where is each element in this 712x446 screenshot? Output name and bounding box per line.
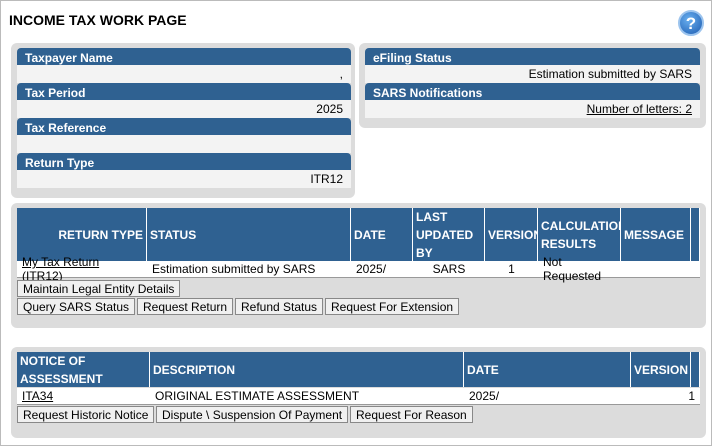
action-button[interactable]: Dispute \ Suspension Of Payment	[156, 406, 349, 423]
field-label: SARS Notifications	[365, 83, 700, 100]
table-cell: 2025/	[464, 388, 631, 405]
column-header: LAST UPDATED BY	[413, 208, 485, 261]
field-label: Taxpayer Name	[17, 48, 351, 65]
action-button[interactable]: Request Return	[137, 298, 234, 315]
table-cell: Not Requested	[538, 255, 621, 283]
action-button[interactable]: Request Historic Notice	[17, 406, 155, 423]
notifications-link[interactable]: Number of letters: 2	[586, 102, 692, 116]
table-cell	[621, 261, 700, 278]
help-icon[interactable]: ?	[678, 10, 704, 36]
table-cell: 2025/	[351, 261, 413, 278]
field-value: ,	[17, 65, 351, 83]
field-label: Return Type	[17, 153, 351, 170]
field-value: Estimation submitted by SARS	[365, 65, 700, 83]
action-button[interactable]: Request For Extension	[325, 298, 460, 315]
table-cell: 1	[631, 388, 700, 405]
column-header: NOTICE OF ASSESSMENT	[17, 352, 150, 387]
column-header: STATUS	[147, 208, 351, 261]
column-header: DATE	[464, 352, 631, 387]
column-header: RETURN TYPE	[17, 208, 147, 261]
row-link[interactable]: My Tax Return (ITR12)	[22, 255, 100, 283]
table-cell: 1	[485, 261, 538, 278]
column-header: DESCRIPTION	[150, 352, 464, 387]
field-label: eFiling Status	[365, 48, 700, 65]
table-cell: ITA34	[17, 388, 150, 405]
header-end	[691, 208, 700, 261]
column-header: DATE	[351, 208, 413, 261]
table-cell: My Tax Return (ITR12)	[17, 255, 147, 283]
field-label: Tax Period	[17, 83, 351, 100]
table-cell: Estimation submitted by SARS	[147, 261, 351, 278]
column-header: MESSAGE	[621, 208, 691, 261]
row-link[interactable]: ITA34	[22, 389, 54, 403]
action-button[interactable]: Request For Reason	[350, 406, 473, 423]
column-header: VERSION	[631, 352, 691, 387]
header-end	[691, 352, 700, 387]
field-value: Number of letters: 2	[365, 100, 700, 118]
page-title: INCOME TAX WORK PAGE	[9, 12, 187, 28]
action-button[interactable]: Refund Status	[235, 298, 324, 315]
field-value: ITR12	[17, 170, 351, 188]
action-button[interactable]: Maintain Legal Entity Details	[17, 280, 181, 297]
field-value	[17, 135, 351, 153]
field-label: Tax Reference	[17, 118, 351, 135]
field-value: 2025	[17, 100, 351, 118]
column-header: VERSION	[485, 208, 542, 261]
column-header: CALCULATION RESULTS	[538, 208, 627, 261]
table-cell: SARS	[413, 261, 485, 278]
table-cell: ORIGINAL ESTIMATE ASSESSMENT	[150, 388, 464, 405]
action-button[interactable]: Query SARS Status	[17, 298, 136, 315]
